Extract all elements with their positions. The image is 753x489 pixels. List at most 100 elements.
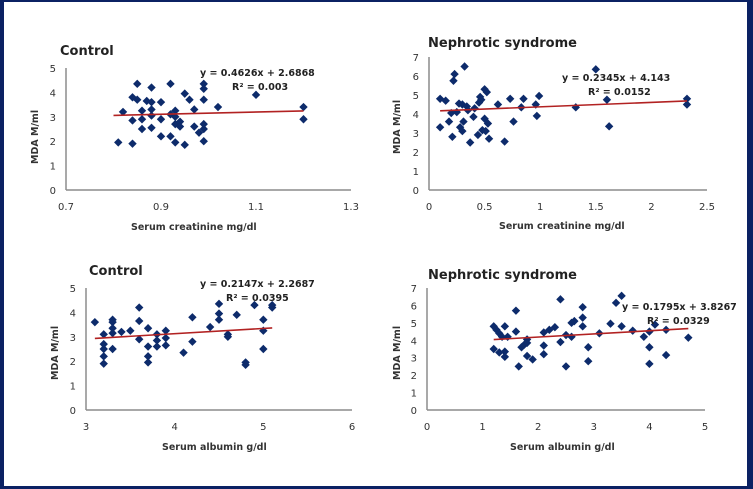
panel-control-creatinine: Control Serum creatinine mg/dl MDA M/ml … xyxy=(30,44,359,233)
data-point xyxy=(199,124,208,134)
data-point xyxy=(602,95,612,104)
data-point xyxy=(650,320,660,329)
chart-title: Nephrotic syndrome xyxy=(428,36,577,51)
y-tick-label: 5 xyxy=(50,64,56,75)
data-point xyxy=(99,344,108,354)
data-point xyxy=(444,117,454,126)
x-tick-label: 1.1 xyxy=(248,202,264,213)
data-point xyxy=(520,340,529,349)
data-point xyxy=(118,107,128,117)
data-point xyxy=(143,352,153,361)
data-point xyxy=(611,298,621,308)
data-point xyxy=(511,306,521,315)
data-point xyxy=(483,119,493,128)
data-point xyxy=(194,128,204,137)
data-point xyxy=(473,130,483,140)
data-point xyxy=(459,117,468,126)
data-point xyxy=(180,89,189,98)
data-point xyxy=(484,134,494,143)
data-point xyxy=(128,139,137,148)
data-point xyxy=(161,326,170,335)
y-tick-label: 4 xyxy=(50,88,56,99)
data-point xyxy=(477,95,486,104)
y-tick-label: 0 xyxy=(411,406,417,417)
data-point xyxy=(505,94,515,103)
y-tick-label: 3 xyxy=(413,129,419,140)
y-tick-label: 2 xyxy=(411,371,417,382)
x-tick-label: 2.5 xyxy=(699,202,715,213)
data-point xyxy=(161,333,170,343)
data-point xyxy=(550,323,560,332)
data-point xyxy=(682,100,692,109)
data-point xyxy=(199,119,208,129)
data-point xyxy=(199,95,208,104)
data-point xyxy=(584,357,593,366)
chart-title: Nephrotic syndrome xyxy=(428,268,577,283)
y-tick-label: 4 xyxy=(70,308,76,319)
x-tick-label: 1.3 xyxy=(343,202,359,213)
data-point xyxy=(135,303,144,312)
data-point xyxy=(179,348,188,357)
data-point xyxy=(152,336,162,345)
panel-nephrotic-creatinine: Nephrotic syndrome Serum creatinine mg/d… xyxy=(392,36,715,232)
data-point xyxy=(522,351,532,361)
data-point xyxy=(143,358,153,367)
data-point xyxy=(299,115,308,124)
data-point xyxy=(571,103,580,112)
y-tick-label: 3 xyxy=(411,354,417,365)
trendline xyxy=(493,327,689,341)
data-point xyxy=(147,105,156,114)
y-tick-label: 1 xyxy=(70,382,76,393)
data-point xyxy=(99,359,108,368)
r-squared-label: R² = 0.003 xyxy=(232,82,288,93)
y-tick-label: 2 xyxy=(413,148,419,159)
data-point xyxy=(90,317,100,327)
data-point xyxy=(511,327,521,336)
data-point xyxy=(205,322,215,332)
data-point xyxy=(500,352,510,362)
data-point xyxy=(214,299,224,309)
panel-nephrotic-albumin: Nephrotic syndrome Serum albumin g/dl MD… xyxy=(392,268,737,453)
y-tick-label: 0 xyxy=(50,186,56,197)
data-point xyxy=(449,76,458,85)
x-tick-label: 3 xyxy=(83,422,89,433)
data-point xyxy=(628,326,637,335)
x-tick-label: 0.9 xyxy=(153,202,169,213)
data-point xyxy=(199,137,208,146)
data-point xyxy=(214,309,224,318)
data-point xyxy=(458,126,467,136)
data-point xyxy=(617,291,626,301)
data-point xyxy=(435,123,445,132)
data-point xyxy=(156,115,166,124)
panel-control-albumin: Control Serum albumin g/dl MDA M/ml 0 1 2 3… xyxy=(50,264,355,453)
data-point xyxy=(500,137,509,146)
data-point xyxy=(503,332,512,341)
data-point xyxy=(522,338,532,348)
data-point xyxy=(539,350,548,359)
data-point xyxy=(299,102,308,112)
data-point xyxy=(556,337,565,347)
data-point xyxy=(452,107,461,117)
y-tick-label: 6 xyxy=(411,301,417,312)
data-point xyxy=(531,100,540,109)
trendline xyxy=(94,327,273,340)
data-point xyxy=(156,97,166,107)
data-point xyxy=(604,122,614,131)
data-point xyxy=(117,327,126,337)
data-point xyxy=(99,330,108,339)
data-point xyxy=(126,326,135,335)
y-tick-label: 3 xyxy=(70,333,76,344)
data-point xyxy=(481,126,490,136)
data-point xyxy=(465,138,475,147)
data-point xyxy=(482,87,492,97)
data-point xyxy=(259,315,268,324)
y-tick-label: 5 xyxy=(411,319,417,330)
y-tick-label: 5 xyxy=(70,284,76,295)
data-point xyxy=(570,316,579,326)
data-point xyxy=(645,359,654,369)
data-point xyxy=(268,303,277,312)
data-point xyxy=(175,117,185,126)
data-point xyxy=(166,79,175,89)
trendline-equation: y = 0.1795x + 3.8267 xyxy=(622,302,737,313)
x-tick-label: 2 xyxy=(535,422,541,433)
